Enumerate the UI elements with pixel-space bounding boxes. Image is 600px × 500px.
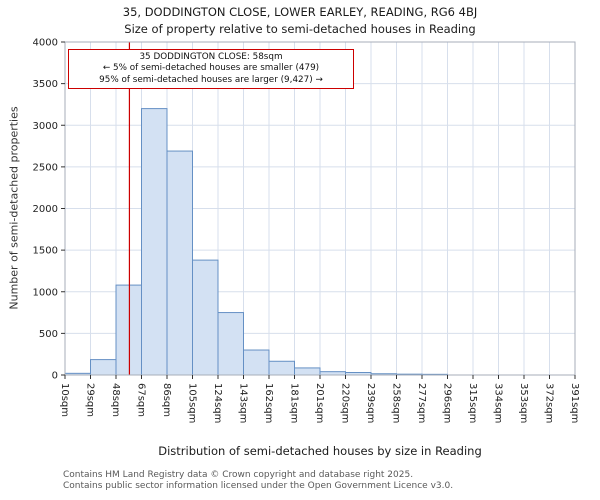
histogram-bar [294,367,321,376]
annotation-larger-share: 95% of semi-detached houses are larger (… [99,74,323,85]
x-tick-label: 86sqm [161,383,172,417]
y-tick-label: 1000 [33,287,58,298]
y-tick-label: 3500 [33,79,58,90]
x-tick-label: 258sqm [391,383,402,423]
y-tick-label: 2500 [33,162,58,173]
x-tick-label: 29sqm [85,383,96,417]
histogram-bar [141,108,168,376]
y-tick-label: 2000 [33,204,58,215]
x-tick-label: 296sqm [442,383,453,423]
y-axis-label: Number of semi-detached properties [7,106,21,310]
x-tick-label: 277sqm [416,383,427,423]
histogram-bar [243,349,270,376]
annotation-property-size: 35 DODDINGTON CLOSE: 58sqm [139,52,283,62]
y-tick-label: 3000 [33,121,58,132]
histogram-bar [268,360,295,376]
x-axis-label: Distribution of semi-detached houses by … [158,444,482,458]
x-tick-label: 48sqm [110,383,121,417]
attribution-line-1: Contains HM Land Registry data © Crown c… [63,470,414,480]
x-tick-label: 10sqm [59,383,70,417]
chart-title: 35, DODDINGTON CLOSE, LOWER EARLEY, READ… [122,5,478,19]
y-tick-label: 1500 [33,246,58,257]
x-tick-label: 353sqm [518,383,529,423]
annotation-smaller-share: ← 5% of semi-detached houses are smaller… [102,63,320,74]
histogram-bar [217,312,244,376]
histogram-bar [115,284,142,376]
y-tick-label: 4000 [33,38,58,49]
x-tick-label: 67sqm [136,383,147,417]
x-tick-label: 124sqm [212,383,223,423]
attribution-footer: Contains HM Land Registry data © Crown c… [63,470,453,493]
y-tick-label: 0 [52,371,58,382]
x-tick-label: 143sqm [238,383,249,423]
x-tick-label: 201sqm [314,383,325,423]
y-tick-label: 500 [39,329,58,340]
x-tick-label: 105sqm [187,383,198,423]
x-tick-label: 334sqm [493,383,504,423]
property-annotation-box: 35 DODDINGTON CLOSE: 58sqm ← 5% of semi-… [68,49,354,90]
x-tick-label: 181sqm [289,383,300,423]
attribution-line-2: Contains public sector information licen… [63,481,454,492]
histogram-bar [166,150,193,376]
histogram-bar [90,359,117,376]
x-tick-label: 391sqm [569,383,580,423]
chart-subtitle: Size of property relative to semi-detach… [124,22,476,36]
x-tick-label: 220sqm [340,383,351,423]
histogram-bar [192,259,219,376]
x-tick-label: 315sqm [467,383,478,423]
x-tick-label: 162sqm [263,383,274,423]
x-tick-label: 372sqm [544,383,555,423]
x-tick-label: 239sqm [365,383,376,423]
